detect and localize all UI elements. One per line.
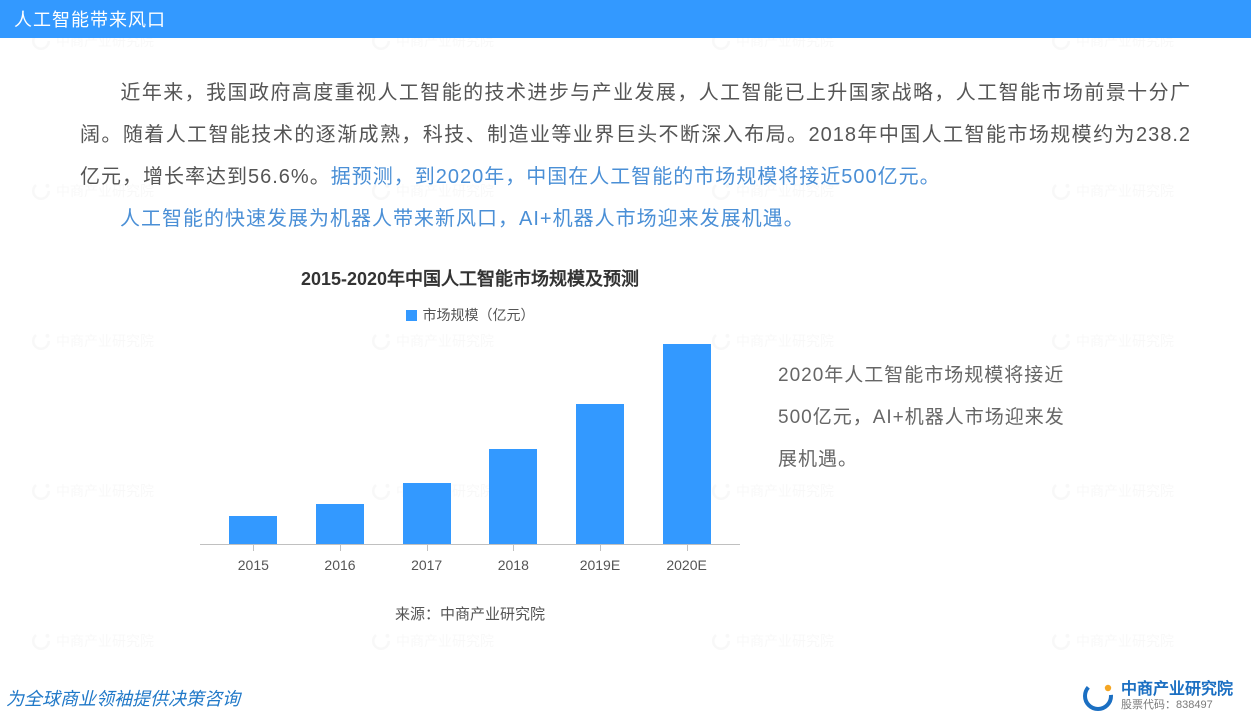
- paragraph-1: 近年来，我国政府高度重视人工智能的技术进步与产业发展，人工智能已上升国家战略，人…: [80, 72, 1191, 198]
- paragraph-2-highlight: 人工智能的快速发展为机器人带来新风口，AI+机器人市场迎来发展机遇。: [120, 208, 805, 230]
- chart-x-axis: 2015 2016 2017 2018 2019E 2020E: [200, 551, 740, 573]
- logo-stock-code: 股票代码：838497: [1121, 699, 1233, 711]
- x-tick-label: 2016: [316, 551, 364, 573]
- chart-title: 2015-2020年中国人工智能市场规模及预测: [200, 265, 740, 291]
- chart-plot-area: [200, 345, 740, 545]
- footer-logo: 中商产业研究院 股票代码：838497: [1081, 679, 1233, 713]
- bar: [316, 504, 364, 544]
- x-tick-label: 2018: [489, 551, 537, 573]
- logo-name: 中商产业研究院: [1121, 681, 1233, 699]
- x-tick-label: 2019E: [576, 551, 624, 573]
- footer-tagline: 为全球商业领袖提供决策咨询: [6, 685, 240, 711]
- bar: [403, 483, 451, 544]
- body-text: 近年来，我国政府高度重视人工智能的技术进步与产业发展，人工智能已上升国家战略，人…: [80, 72, 1191, 240]
- bar: [576, 404, 624, 544]
- header-bar: 人工智能带来风口: [0, 0, 1251, 38]
- chart-source: 来源：中商产业研究院: [200, 603, 740, 624]
- paragraph-2: 人工智能的快速发展为机器人带来新风口，AI+机器人市场迎来发展机遇。: [80, 198, 1191, 240]
- legend-label: 市场规模（亿元）: [423, 307, 535, 323]
- page-title: 人工智能带来风口: [14, 6, 166, 32]
- callout-box: 2020年人工智能市场规模将接近500亿元，AI+机器人市场迎来发展机遇。: [778, 355, 1078, 480]
- x-tick-label: 2020E: [663, 551, 711, 573]
- bar: [489, 449, 537, 544]
- x-tick-label: 2017: [403, 551, 451, 573]
- bar-chart: 2015-2020年中国人工智能市场规模及预测 市场规模（亿元） 2015201…: [200, 265, 740, 624]
- chart-legend: 市场规模（亿元）: [200, 305, 740, 325]
- logo-icon: [1081, 679, 1115, 713]
- x-tick-label: 2015: [229, 551, 277, 573]
- bar: [663, 344, 711, 544]
- paragraph-1-highlight: 据预测，到2020年，中国在人工智能的市场规模将接近500亿元。: [331, 166, 941, 188]
- legend-swatch: [406, 310, 417, 321]
- bar: [229, 516, 277, 544]
